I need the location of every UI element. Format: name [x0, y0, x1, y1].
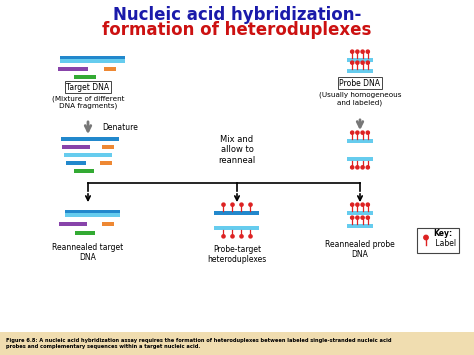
Circle shape — [361, 203, 364, 206]
Circle shape — [222, 235, 225, 238]
Circle shape — [231, 235, 234, 238]
Bar — [59, 222, 87, 226]
Text: (Usually homogeneous
and labeled): (Usually homogeneous and labeled) — [319, 92, 401, 106]
Text: Probe DNA: Probe DNA — [339, 78, 381, 87]
Circle shape — [366, 203, 369, 206]
Text: Label: Label — [433, 239, 456, 247]
Bar — [75, 231, 95, 235]
Bar — [347, 69, 373, 73]
Bar — [61, 59, 126, 62]
Circle shape — [351, 216, 354, 219]
Circle shape — [361, 216, 364, 219]
Circle shape — [361, 50, 364, 53]
Bar — [65, 209, 120, 213]
Circle shape — [249, 203, 252, 206]
Bar — [100, 161, 112, 165]
Bar — [58, 67, 88, 71]
Circle shape — [356, 131, 359, 134]
Text: Reannealed target
DNA: Reannealed target DNA — [52, 243, 124, 262]
Circle shape — [366, 131, 369, 134]
Circle shape — [356, 61, 359, 64]
Circle shape — [351, 61, 354, 64]
Bar — [65, 213, 120, 217]
Text: Nucleic acid hybridization-: Nucleic acid hybridization- — [113, 6, 361, 24]
Text: Probe-target
heteroduplexes: Probe-target heteroduplexes — [207, 245, 266, 264]
Circle shape — [351, 131, 354, 134]
Bar — [102, 222, 114, 226]
Circle shape — [356, 216, 359, 219]
Circle shape — [366, 216, 369, 219]
Text: formation of heteroduplexes: formation of heteroduplexes — [102, 21, 372, 39]
Text: Mix and
allow to
reanneal: Mix and allow to reanneal — [219, 135, 255, 165]
Bar — [215, 226, 259, 230]
Bar — [64, 153, 112, 157]
Bar — [74, 75, 96, 79]
Circle shape — [366, 166, 369, 169]
Text: Key:: Key: — [433, 229, 452, 239]
Bar — [347, 224, 373, 228]
Text: Figure 6.8: A nucleic acid hybridization assay requires the formation of heterod: Figure 6.8: A nucleic acid hybridization… — [6, 338, 392, 349]
Circle shape — [231, 203, 234, 206]
Circle shape — [356, 203, 359, 206]
Bar — [74, 169, 94, 173]
Bar — [0, 332, 474, 355]
Circle shape — [356, 166, 359, 169]
Circle shape — [366, 61, 369, 64]
Bar — [102, 145, 114, 149]
Bar — [61, 137, 119, 141]
Bar — [347, 58, 373, 62]
Text: Reannealed probe
DNA: Reannealed probe DNA — [325, 240, 395, 260]
Bar — [61, 55, 126, 59]
Bar — [62, 145, 90, 149]
Circle shape — [351, 166, 354, 169]
Circle shape — [361, 166, 364, 169]
Text: Target DNA: Target DNA — [66, 82, 109, 92]
Circle shape — [351, 203, 354, 206]
Bar — [347, 211, 373, 215]
Bar — [104, 67, 116, 71]
Circle shape — [424, 235, 428, 240]
Bar — [417, 228, 459, 252]
Bar — [347, 139, 373, 143]
Circle shape — [366, 50, 369, 53]
Circle shape — [222, 203, 225, 206]
Circle shape — [361, 131, 364, 134]
Bar — [347, 157, 373, 161]
Bar — [66, 161, 86, 165]
Circle shape — [356, 50, 359, 53]
Circle shape — [240, 203, 243, 206]
Text: (Mixture of different
DNA fragments): (Mixture of different DNA fragments) — [52, 95, 124, 109]
Circle shape — [361, 61, 364, 64]
Circle shape — [351, 50, 354, 53]
Bar — [215, 211, 259, 215]
Text: Denature: Denature — [102, 122, 138, 131]
Circle shape — [249, 235, 252, 238]
Circle shape — [240, 235, 243, 238]
